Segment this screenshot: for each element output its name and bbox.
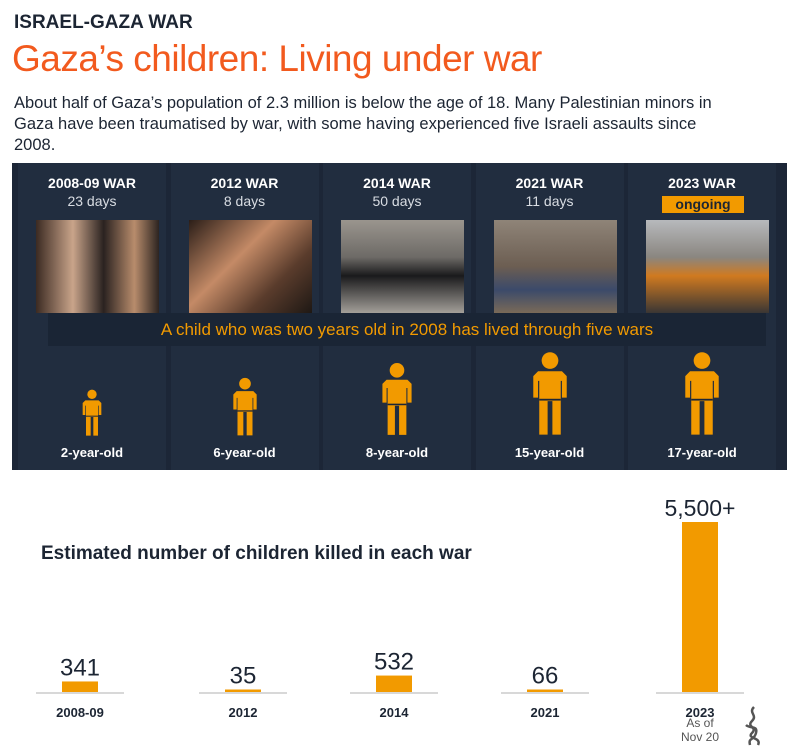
bar-2008-09: [62, 681, 98, 692]
category-label: 2021: [531, 705, 560, 720]
kicker: ISRAEL-GAZA WAR: [14, 12, 193, 33]
chart-title: Estimated number of children killed in e…: [41, 543, 472, 564]
category-label: 2008-09: [56, 705, 104, 720]
age-label: 2-year-old: [60, 445, 124, 460]
war-label: 2014 WAR: [363, 175, 431, 191]
war-label: 2008-09 WAR: [48, 175, 136, 191]
banner: A child who was two years old in 2008 ha…: [48, 313, 766, 346]
war-label: 2021 WAR: [515, 175, 584, 191]
war-duration: 23 days: [67, 193, 117, 209]
bar-2021: [527, 689, 563, 692]
child-figure-icon: [685, 352, 719, 435]
baseline: [199, 692, 287, 694]
war-duration: 11 days: [525, 193, 574, 209]
ongoing-badge: ongoing: [662, 196, 744, 213]
child-figure-icon: [232, 377, 257, 436]
wars-panel: 2008-09 WAR 23 days 2-year-old 2012 WAR 8 d…: [12, 163, 787, 470]
war-photo: [493, 220, 617, 313]
child-figure-icon: [382, 363, 412, 435]
value-label: 66: [532, 663, 559, 690]
war-photo: [188, 220, 312, 313]
war-photo: [341, 220, 464, 313]
note-label: As of Nov 20: [681, 716, 719, 744]
age-label: 15-year-old: [514, 445, 585, 460]
page-title: Gaza’s children: Living under war: [12, 38, 542, 79]
baseline: [501, 692, 589, 694]
child-figure-icon: [82, 389, 102, 436]
age-label: 17-year-old: [667, 445, 737, 460]
value-label: 5,500+: [665, 495, 736, 521]
bar-2012: [225, 689, 261, 692]
child-figure-icon: [532, 352, 567, 435]
baseline: [36, 692, 124, 694]
age-label: 6-year-old: [213, 445, 276, 460]
war-duration: 8 days: [223, 193, 266, 209]
category-label: 2012: [229, 705, 258, 720]
bar-2023: [682, 522, 718, 692]
age-label: 8-year-old: [365, 445, 429, 460]
bar-2014: [376, 675, 412, 692]
war-duration: 50 days: [372, 193, 422, 209]
value-label: 35: [230, 663, 257, 690]
war-photo: [646, 220, 769, 313]
category-label: 2014: [380, 705, 410, 720]
war-photo: [36, 220, 159, 313]
baseline: [350, 692, 438, 694]
baseline: [656, 692, 744, 694]
value-label: 532: [374, 649, 414, 676]
intro-text: About half of Gaza’s population of 2.3 m…: [14, 94, 712, 154]
value-label: 341: [60, 654, 100, 681]
al-jazeera-logo: [745, 706, 760, 746]
category-label: 2023: [686, 705, 715, 720]
war-label: 2023 WAR: [668, 175, 736, 191]
war-label: 2012 WAR: [210, 175, 279, 191]
